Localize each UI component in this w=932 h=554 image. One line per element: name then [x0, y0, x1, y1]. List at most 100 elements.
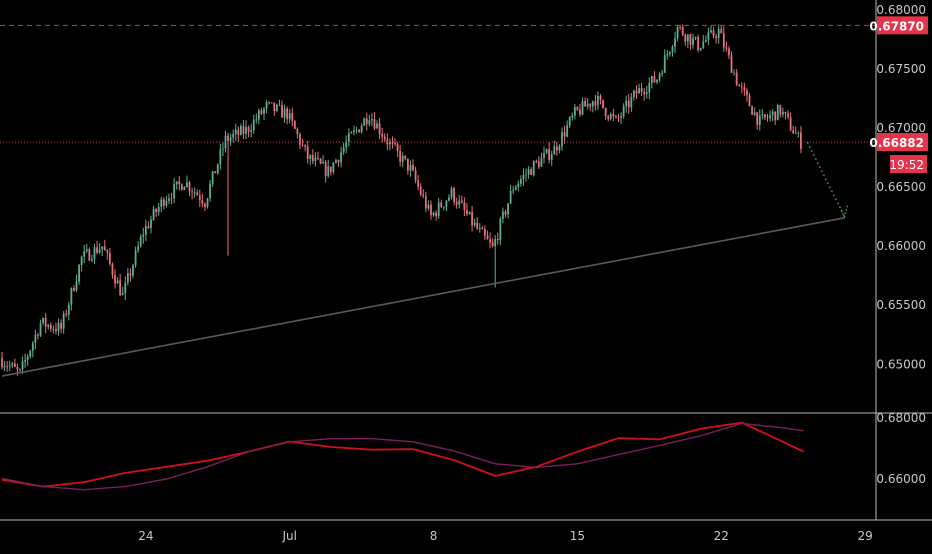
projection-arrow[interactable] [806, 141, 846, 218]
candle-body [286, 108, 289, 120]
candle-body [789, 117, 792, 131]
candle-body [787, 113, 789, 118]
candle-body [643, 92, 646, 94]
time-axis-tick: 22 [714, 529, 729, 543]
candle-body [537, 161, 540, 167]
candle-body [473, 222, 476, 226]
candle-body [579, 109, 581, 115]
candle-body [540, 157, 543, 167]
candle-body [6, 366, 9, 368]
candle-body [78, 264, 80, 282]
trendline[interactable] [1, 217, 845, 377]
candle-body [651, 76, 653, 84]
candle-body [191, 191, 193, 193]
candle-body [281, 104, 283, 118]
candle-body [589, 103, 592, 107]
candle-body [209, 183, 211, 199]
candle-body [720, 29, 723, 34]
candle-body [527, 169, 530, 175]
candle-body [134, 250, 137, 266]
candle-body [771, 111, 774, 115]
candle-body [319, 158, 322, 164]
price-axis-tick: 0.67000 [876, 121, 926, 135]
candle-body [222, 148, 224, 150]
candle-body [409, 165, 412, 171]
candle-body [98, 249, 101, 253]
candle-body [679, 26, 682, 28]
candle-body [797, 132, 800, 134]
candle-body [42, 317, 44, 323]
candle-body [617, 117, 620, 118]
candle-body [430, 204, 432, 216]
candle-body [147, 226, 150, 229]
price-axis-tick: 0.65000 [876, 357, 926, 371]
candle-body [21, 361, 24, 370]
candle-body [144, 226, 147, 235]
candle-body [170, 198, 173, 200]
candle-body [555, 146, 558, 151]
candle-body [399, 150, 402, 162]
oscillator-slow-line [1, 422, 804, 491]
candle-body [530, 169, 533, 175]
candle-body [692, 38, 694, 45]
candle-body [126, 273, 129, 283]
oscillator-fast-line [1, 421, 804, 488]
candle-body [471, 211, 473, 226]
candle-body [792, 130, 795, 134]
candle-body [707, 32, 710, 40]
price-axis-tick: 0.66500 [876, 180, 926, 194]
price-label: 0.67870 [869, 19, 924, 33]
time-axis-tick: 15 [570, 529, 585, 543]
candle-body [463, 202, 466, 210]
candle-body [378, 123, 381, 134]
candle-body [437, 202, 440, 217]
candle-body [291, 112, 294, 121]
price-label-box [877, 16, 928, 35]
candle-body [607, 116, 610, 119]
candle-body [427, 204, 430, 209]
candle-body [62, 313, 65, 329]
candle-body [232, 134, 235, 138]
candle-body [314, 157, 317, 162]
candle-body [186, 182, 188, 187]
candle-body [746, 90, 748, 96]
candle-body [453, 188, 455, 203]
candle-body [368, 120, 371, 125]
candle-body [350, 132, 353, 134]
candle-body [157, 206, 160, 213]
candle-body [561, 132, 563, 147]
candle-body [139, 236, 142, 247]
time-axis-tick: 24 [138, 529, 153, 543]
candle-body [75, 281, 78, 291]
candle-body [335, 160, 337, 163]
candle-body [432, 212, 435, 216]
candle-body [419, 186, 422, 195]
candle-body [597, 95, 599, 106]
candle-body [67, 304, 70, 315]
candle-body [761, 114, 764, 116]
candle-body [599, 95, 602, 100]
candle-body [620, 116, 622, 118]
candle-body [748, 95, 751, 107]
candle-body [519, 179, 522, 184]
candle-body [468, 211, 471, 215]
candle-body [504, 211, 507, 215]
candle-body [671, 46, 674, 52]
candle-body [196, 192, 199, 196]
candle-body [245, 127, 247, 134]
candle-body [363, 118, 366, 126]
candle-body [522, 174, 525, 180]
candle-body [681, 27, 684, 35]
candle-body [499, 218, 502, 240]
candle-body [263, 108, 265, 114]
candle-body [422, 194, 425, 197]
candle-body [545, 149, 548, 154]
candle-body [640, 88, 643, 93]
candle-body [360, 125, 363, 133]
candle-body [478, 227, 481, 229]
candle-body [296, 128, 299, 135]
candle-body [288, 112, 291, 120]
